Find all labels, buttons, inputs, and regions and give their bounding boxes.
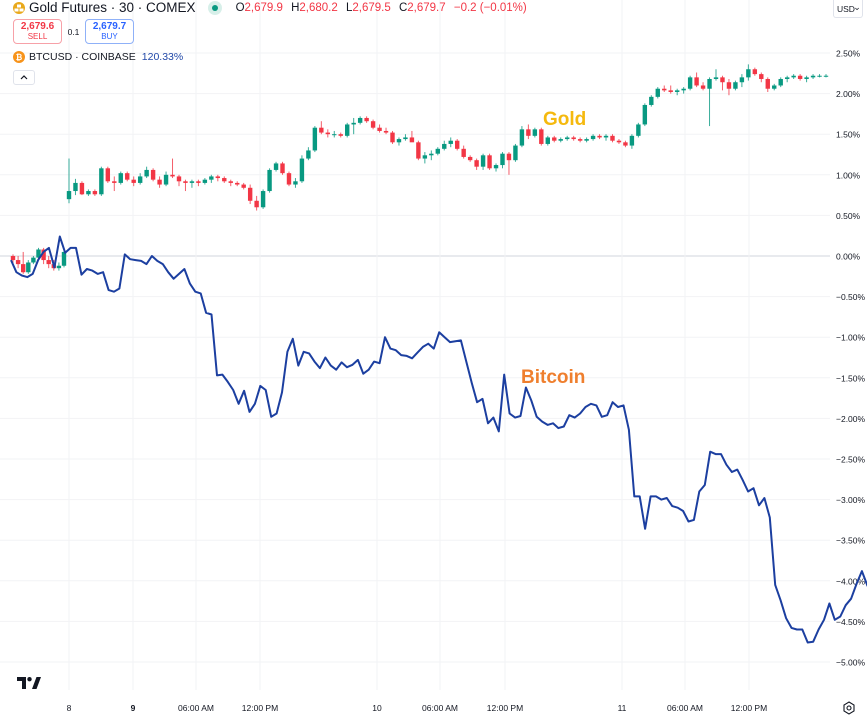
price-scale-label: −1.00% [836, 333, 866, 343]
low-label: L [345, 1, 353, 14]
time-scale-label: 12:00 PM [242, 703, 278, 713]
sell-label: SELL [27, 31, 48, 41]
chart-settings-button[interactable] [842, 701, 856, 715]
price-scale-label: −4.50% [836, 617, 866, 627]
time-scale-label: 9 [131, 703, 136, 713]
market-open-icon[interactable] [207, 0, 222, 15]
trade-buttons: 2,679.6 SELL 0.1 2,679.7 BUY [13, 19, 532, 44]
compare-value: 120.33% [141, 51, 184, 63]
chevron-down-icon [855, 7, 859, 10]
chevron-up-icon [20, 75, 28, 80]
time-scale-label: 06:00 AM [178, 703, 214, 713]
time-scale-label: 10 [372, 703, 382, 713]
price-scale-label: −5.00% [836, 658, 866, 668]
price-scale-label: 2.00% [836, 89, 861, 99]
bitcoin-annotation: Bitcoin [521, 367, 586, 388]
price-scale-label: 2.50% [836, 49, 861, 59]
symbol-title[interactable]: Gold Futures · 30 · COMEX [29, 0, 196, 15]
chart-legend: Gold Futures · 30 · COMEX O2,679.9 H2,68… [13, 0, 532, 85]
grid-lines [0, 0, 830, 690]
price-scale-label: 0.50% [836, 211, 861, 221]
time-scale-label: 8 [67, 703, 72, 713]
tradingview-logo[interactable] [17, 676, 41, 694]
compare-symbol[interactable]: BTCUSD · COINBASE [29, 51, 136, 63]
price-scale-label: −2.50% [836, 455, 866, 465]
price-scale-label: −2.00% [836, 414, 866, 424]
price-scale-label: −1.50% [836, 373, 866, 383]
time-scale-label: 12:00 PM [731, 703, 767, 713]
sell-button[interactable]: 2,679.6 SELL [13, 19, 62, 44]
open-value: 2,679.9 [244, 1, 283, 14]
gold-candlestick-series [10, 64, 829, 274]
time-scale-label: 12:00 PM [487, 703, 523, 713]
collapse-legend-button[interactable] [13, 70, 35, 85]
price-scale-label: 1.50% [836, 130, 861, 140]
open-label: O [235, 1, 245, 14]
low-value: 2,679.5 [352, 1, 391, 14]
spread-value: 0.1 [67, 26, 80, 37]
buy-price: 2,679.7 [92, 20, 127, 32]
change-value: −0.2 (−0.01%) [453, 1, 527, 14]
bitcoin-icon: ₿ [13, 51, 25, 63]
high-label: H [291, 1, 300, 14]
compare-symbol-row[interactable]: ₿ BTCUSD · COINBASE 120.33% [13, 50, 532, 64]
buy-label: BUY [101, 31, 118, 41]
price-scale-label: −3.50% [836, 536, 866, 546]
btc-line-series [10, 235, 867, 644]
gold-annotation: Gold [543, 109, 587, 130]
price-scale-label: 0.00% [836, 252, 861, 262]
time-scale-label: 06:00 AM [422, 703, 458, 713]
sell-price: 2,679.6 [20, 20, 55, 32]
buy-button[interactable]: 2,679.7 BUY [85, 19, 134, 44]
price-scale-label: −4.00% [836, 576, 866, 586]
price-scale-label: 1.00% [836, 170, 861, 180]
price-scale[interactable]: 2.50% 2.00% 1.50% 1.00% 0.50% 0.00% −0.50% −1.0… [836, 49, 866, 668]
ohlc-values: O2,679.9 H2,680.2 L2,679.5 C2,679.7 −0.2… [236, 2, 532, 14]
gear-icon [843, 701, 855, 715]
time-scale-label: 06:00 AM [667, 703, 703, 713]
tradingview-logo-icon [17, 677, 41, 689]
time-scale-label: 11 [618, 703, 627, 713]
price-scale-label: −3.00% [836, 495, 866, 505]
gold-bars-icon [13, 1, 25, 14]
close-value: 2,679.7 [407, 1, 446, 14]
high-value: 2,680.2 [299, 1, 338, 14]
price-scale-label: −0.50% [836, 292, 866, 302]
currency-selector[interactable]: USD [833, 0, 863, 18]
currency-value: USD [837, 3, 855, 14]
time-scale[interactable]: 8 9 06:00 AM 12:00 PM 10 06:00 AM 12:00 PM 11 06… [67, 703, 768, 713]
close-label: C [398, 1, 408, 14]
